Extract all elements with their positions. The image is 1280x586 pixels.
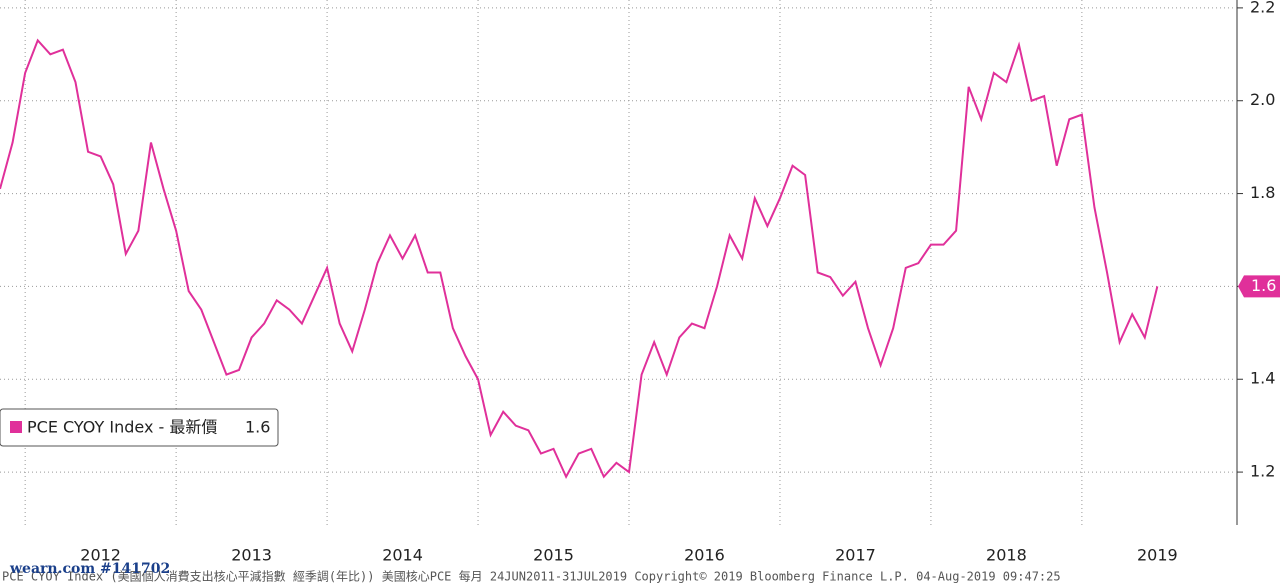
x-tick-label: 2018 [986, 546, 1027, 565]
x-tick-label: 2014 [382, 546, 423, 565]
y-tick-label: 1.2 [1250, 462, 1275, 481]
line [0, 38, 1159, 479]
x-tick-label: 2019 [1137, 546, 1178, 565]
y-tick-label: 2.2 [1250, 0, 1275, 16]
x-tick-label: 2017 [835, 546, 876, 565]
footer: PCE CYOY Index (美國個人消費支出核心平減指數 經季調(年比)) … [2, 569, 1061, 584]
y-tick-label: 2.0 [1250, 90, 1275, 109]
last-value-tag [1238, 275, 1280, 298]
watermark: wearn.com #141702 [9, 561, 170, 577]
y-tick-label: 1.4 [1250, 369, 1275, 388]
legend-value: 1.6 [245, 418, 270, 437]
x-tick-label: 2012 [80, 546, 121, 565]
x-tick-label: 2015 [533, 546, 574, 565]
x-tick-label: 2016 [684, 546, 725, 565]
y-tick-label: 1.8 [1250, 183, 1275, 202]
legend-label: PCE CYOY Index - 最新價 [27, 418, 217, 437]
last-value-label: 1.6 [1251, 276, 1276, 295]
legend [0, 408, 279, 447]
x-tick-label: 2013 [231, 546, 272, 565]
legend-swatch [10, 421, 22, 433]
